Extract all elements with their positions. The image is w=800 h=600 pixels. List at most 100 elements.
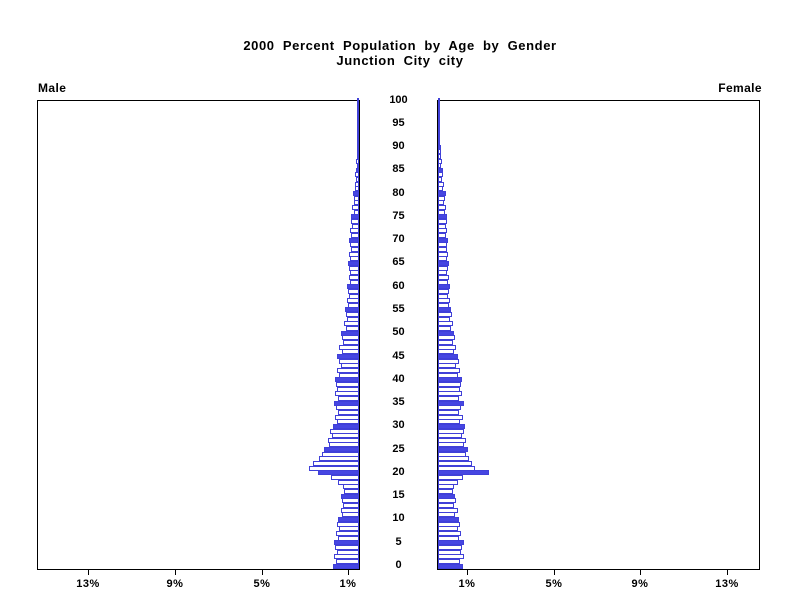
male-age-bar — [351, 233, 359, 238]
male-age-bar — [350, 280, 359, 285]
female-age-bar — [438, 280, 448, 285]
male-age-bar — [337, 387, 359, 392]
age-tick-label: 65 — [392, 256, 405, 268]
male-age-bar — [357, 154, 359, 159]
female-age-bar — [438, 494, 455, 499]
female-age-bar — [438, 177, 442, 182]
male-age-bar — [351, 219, 359, 224]
male-age-bar — [349, 238, 359, 243]
male-age-bar — [357, 126, 359, 131]
female-age-bar — [438, 233, 446, 238]
female-age-bar — [438, 410, 459, 415]
male-age-bar — [352, 205, 359, 210]
female-age-bar — [438, 401, 464, 406]
female-age-bar — [438, 182, 444, 187]
male-age-bar — [335, 545, 359, 550]
male-age-bar — [309, 466, 359, 471]
male-pct-tick — [175, 570, 176, 575]
male-age-bar — [348, 303, 359, 308]
age-tick-label: 90 — [392, 140, 405, 152]
chart-subtitle: Junction City city — [336, 53, 464, 68]
male-age-bar — [349, 275, 359, 280]
age-tick-label: 5 — [395, 536, 402, 548]
female-age-bar — [438, 461, 472, 466]
female-age-bar — [438, 317, 450, 322]
male-age-bar — [335, 415, 359, 420]
female-pct-tick — [554, 570, 555, 575]
age-tick-label: 25 — [392, 443, 405, 455]
chart-title: 2000 Percent Population by Age by Gender — [243, 38, 557, 53]
female-age-bar — [438, 550, 461, 555]
male-age-bar — [343, 503, 359, 508]
female-age-bar — [438, 210, 445, 215]
age-tick-label: 80 — [392, 187, 405, 199]
female-pct-tick-label: 1% — [458, 578, 476, 590]
female-pct-tick — [467, 570, 468, 575]
male-age-bar — [336, 531, 359, 536]
male-age-bar — [324, 447, 359, 452]
female-age-bar — [438, 564, 463, 569]
female-age-bar — [438, 382, 461, 387]
female-age-bar — [438, 117, 440, 122]
male-age-bar — [348, 289, 359, 294]
male-age-bar — [344, 489, 359, 494]
male-age-bar — [333, 424, 359, 429]
male-age-bar — [354, 210, 359, 215]
female-age-bar — [438, 345, 456, 350]
female-age-bar — [438, 559, 460, 564]
age-tick-label: 30 — [392, 419, 405, 431]
male-age-bar — [357, 131, 359, 136]
male-age-bar — [339, 345, 359, 350]
male-chart-panel — [37, 98, 360, 570]
male-age-bar — [356, 168, 359, 173]
age-tick-label: 10 — [392, 512, 405, 524]
female-age-bar — [438, 387, 460, 392]
age-tick-label: 35 — [392, 396, 405, 408]
age-tick-label: 45 — [392, 350, 405, 362]
male-age-bar — [357, 112, 359, 117]
male-age-bar — [356, 177, 359, 182]
age-tick-label: 15 — [392, 489, 405, 501]
male-pct-tick — [262, 570, 263, 575]
female-age-bar — [438, 531, 461, 536]
male-age-bar — [337, 354, 359, 359]
female-age-bar — [438, 140, 440, 145]
female-age-bar — [438, 289, 449, 294]
female-age-bar — [438, 126, 440, 131]
male-age-bar — [357, 117, 359, 122]
female-age-bar — [438, 480, 458, 485]
male-age-bar — [336, 559, 359, 564]
female-age-bar — [438, 359, 459, 364]
male-age-bar — [337, 522, 359, 527]
female-series-label: Female — [718, 81, 762, 95]
male-series-label: Male — [38, 81, 67, 95]
female-age-bar — [438, 196, 445, 201]
male-age-bar — [341, 331, 359, 336]
female-age-bar — [438, 424, 465, 429]
female-age-bar — [438, 517, 459, 522]
female-age-bar — [438, 545, 462, 550]
female-age-bar — [438, 168, 443, 173]
male-age-bar — [349, 252, 359, 257]
age-tick-label: 20 — [392, 466, 405, 478]
male-age-bar — [333, 564, 359, 569]
female-age-bar — [438, 438, 466, 443]
male-age-bar — [349, 266, 359, 271]
female-age-bar — [438, 340, 453, 345]
male-age-bar — [351, 247, 359, 252]
female-age-bar — [438, 275, 449, 280]
female-age-bar — [438, 103, 440, 108]
female-age-bar — [438, 447, 468, 452]
female-age-bar — [438, 466, 475, 471]
male-pct-tick — [348, 570, 349, 575]
female-pct-tick-label: 5% — [545, 578, 563, 590]
age-tick-label: 40 — [392, 373, 405, 385]
female-age-bar — [438, 205, 446, 210]
female-pct-tick — [727, 570, 728, 575]
female-age-bar — [438, 159, 442, 164]
female-age-bar — [438, 429, 464, 434]
age-tick-label: 70 — [392, 233, 405, 245]
female-age-bar — [438, 266, 448, 271]
female-age-bar — [438, 475, 463, 480]
